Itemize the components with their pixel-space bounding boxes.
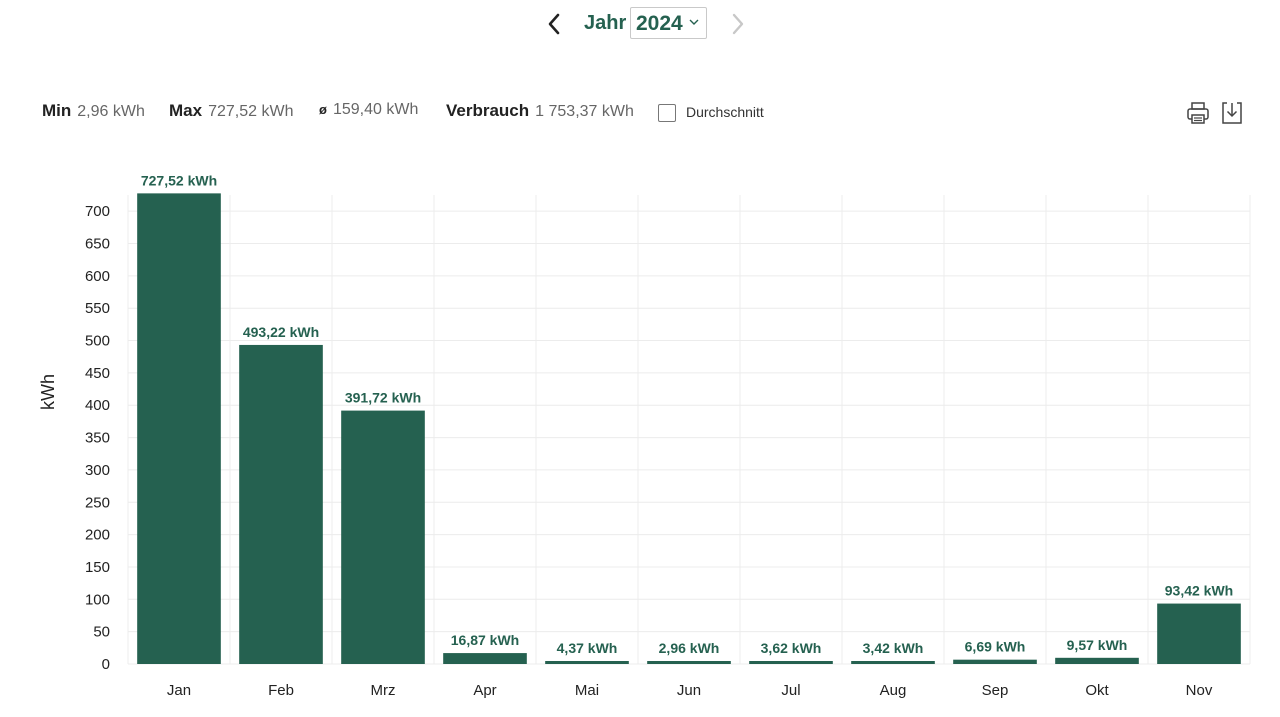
data-label-aug: 3,42 kWh [863,640,924,656]
download-icon [1222,102,1242,124]
average-checkbox-label: Durchschnitt [686,104,764,120]
year-select[interactable]: 2024 [630,7,707,39]
y-axis-ticks: 0 50 100 150 200 250 300 350 400 450 500 550 600 650 7… [85,203,110,673]
next-year-button[interactable] [727,10,749,38]
y-tick-label: 600 [85,268,110,285]
y-tick-label: 50 [93,624,110,641]
y-tick-label: 450 [85,365,110,382]
x-axis-ticks: Jan Feb Mrz Apr Mai Jun Jul Aug Sep Okt Nov [167,682,1213,699]
year-navigation: Jahr 2024 [0,6,1280,42]
data-label-jun: 2,96 kWh [659,640,720,656]
y-tick-label: 400 [85,397,110,414]
data-label-mai: 4,37 kWh [557,640,618,656]
bar-feb[interactable] [239,344,323,664]
stat-min-label: Min [42,101,72,120]
stat-total-label: Verbrauch [446,101,530,120]
data-label-sep: 6,69 kWh [965,639,1026,655]
x-tick-label: Mrz [371,682,396,699]
y-tick-label: 350 [85,430,110,447]
period-label: Jahr [584,12,627,34]
chevron-right-icon [732,13,744,35]
previous-year-button[interactable] [543,10,565,38]
average-checkbox[interactable] [658,104,676,122]
y-axis-label: kWh [38,374,58,410]
bar-jun[interactable] [647,661,731,664]
x-tick-label: Jul [781,682,800,699]
chart-data-labels: 727,52 kWh 493,22 kWh 391,72 kWh 16,87 kWh 4… [141,172,1233,656]
bar-mai[interactable] [545,661,629,664]
y-tick-label: 500 [85,333,110,350]
y-tick-label: 100 [85,591,110,608]
x-tick-label: Mai [575,682,599,699]
stat-min: Min 2,96 kWh [42,101,145,121]
printer-icon [1187,102,1209,124]
x-tick-label: Sep [982,682,1009,699]
data-label-jul: 3,62 kWh [761,640,822,656]
bar-nov[interactable] [1157,603,1241,664]
y-tick-label: 250 [85,494,110,511]
chart-bars [137,193,1241,664]
bar-jul[interactable] [749,661,833,664]
print-button[interactable] [1185,100,1211,126]
bar-sep[interactable] [953,659,1037,664]
y-tick-label: 700 [85,203,110,220]
chevron-down-icon [689,19,699,25]
y-tick-label: 150 [85,559,110,576]
stat-max: Max 727,52 kWh [169,101,293,121]
stat-average-symbol: ø [319,102,327,117]
data-label-feb: 493,22 kWh [243,324,319,340]
y-tick-label: 650 [85,236,110,253]
download-button[interactable] [1219,100,1245,126]
x-tick-label: Aug [880,682,907,699]
x-tick-label: Nov [1186,682,1213,699]
stat-average-value: 159,40 kWh [332,101,419,118]
stat-average: ø 159,40 kWh [319,101,418,119]
y-tick-label: 200 [85,527,110,544]
data-label-okt: 9,57 kWh [1067,637,1128,653]
bar-okt[interactable] [1055,657,1139,664]
bar-mrz[interactable] [341,410,425,664]
chevron-left-icon [548,13,560,35]
bar-apr[interactable] [443,653,527,664]
y-tick-label: 0 [102,656,110,673]
stat-total-value: 1 753,37 kWh [535,103,634,120]
x-tick-label: Jan [167,682,191,699]
x-tick-label: Apr [473,682,496,699]
stat-min-value: 2,96 kWh [77,103,145,120]
bar-jan[interactable] [137,193,221,664]
x-tick-label: Feb [268,682,294,699]
data-label-mrz: 391,72 kWh [345,390,421,406]
bar-aug[interactable] [851,661,935,664]
y-tick-label: 550 [85,300,110,317]
x-tick-label: Jun [677,682,701,699]
year-select-value: 2024 [636,12,683,35]
stat-max-label: Max [169,101,203,120]
x-tick-label: Okt [1085,682,1109,699]
bar-chart: 0 50 100 150 200 250 300 350 400 450 500 550 600 650 7… [85,172,1251,699]
stat-total: Verbrauch 1 753,37 kWh [446,101,634,121]
data-label-apr: 16,87 kWh [451,632,519,648]
stat-max-value: 727,52 kWh [208,103,294,120]
y-tick-label: 300 [85,462,110,479]
data-label-jan: 727,52 kWh [141,172,217,188]
data-label-nov: 93,42 kWh [1165,583,1233,599]
